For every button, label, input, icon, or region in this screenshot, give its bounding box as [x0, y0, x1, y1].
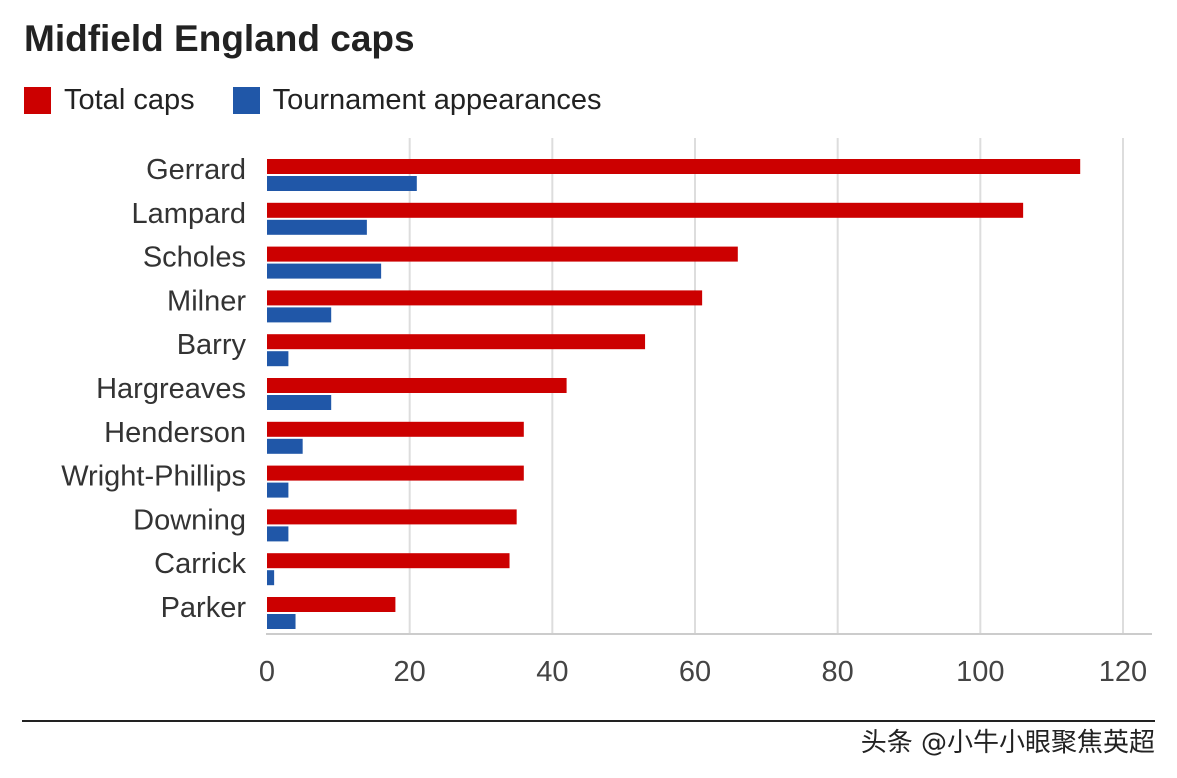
chart-title: Midfield England caps	[24, 18, 415, 59]
category-label-barry: Barry	[177, 329, 247, 361]
legend-label-tournament-appearances: Tournament appearances	[272, 83, 602, 116]
tick-label-20: 20	[394, 656, 426, 688]
legend-swatch-total-caps	[24, 86, 51, 114]
bar-hargreaves-tournament-appearances	[267, 395, 332, 410]
tick-label-40: 40	[536, 656, 568, 688]
category-label-wright-phillips: Wright-Phillips	[61, 461, 246, 493]
chart-tick-labels: 0 20 40 60 80 100 120	[259, 656, 1147, 688]
watermark-text: 头条 @小牛小眼聚焦英超	[860, 728, 1155, 758]
category-label-milner: Milner	[167, 285, 246, 317]
bar-barry-total-caps	[267, 334, 646, 350]
footer-divider	[22, 720, 1155, 722]
bar-milner-tournament-appearances	[267, 307, 332, 323]
category-label-lampard: Lampard	[132, 198, 246, 230]
bar-carrick-tournament-appearances	[267, 570, 275, 586]
bar-henderson-total-caps	[267, 421, 524, 437]
category-label-gerrard: Gerrard	[146, 154, 246, 186]
bar-downing-tournament-appearances	[267, 526, 289, 542]
tick-label-0: 0	[259, 656, 275, 688]
bar-scholes-total-caps	[267, 246, 738, 262]
category-label-henderson: Henderson	[104, 417, 246, 449]
bar-downing-total-caps	[267, 509, 517, 525]
bar-parker-total-caps	[267, 597, 396, 612]
category-label-scholes: Scholes	[143, 242, 246, 274]
bar-henderson-tournament-appearances	[267, 438, 303, 454]
bar-milner-total-caps	[267, 290, 703, 306]
legend-swatch-tournament-appearances	[232, 86, 260, 114]
legend-item-total-caps: Total caps	[24, 84, 195, 117]
bar-lampard-tournament-appearances	[267, 219, 367, 235]
tick-label-120: 120	[1099, 656, 1147, 688]
bar-wright-phillips-tournament-appearances	[267, 482, 289, 498]
category-label-carrick: Carrick	[154, 548, 246, 580]
tick-label-100: 100	[956, 656, 1004, 688]
legend-label-total-caps: Total caps	[64, 83, 195, 116]
chart-legend: Total caps Tournament appearances	[24, 82, 639, 118]
bar-wright-phillips-total-caps	[267, 465, 524, 481]
category-label-hargreaves: Hargreaves	[96, 373, 246, 405]
bar-parker-tournament-appearances	[267, 614, 296, 629]
tick-label-60: 60	[679, 656, 711, 688]
legend-item-tournament-appearances: Tournament appearances	[232, 83, 602, 117]
bar-lampard-total-caps	[267, 202, 1024, 218]
category-label-downing: Downing	[133, 504, 246, 536]
category-label-parker: Parker	[161, 592, 247, 624]
bar-gerrard-tournament-appearances	[267, 176, 417, 191]
tick-label-80: 80	[822, 656, 854, 688]
chart-bars	[267, 159, 1081, 629]
bar-gerrard-total-caps	[267, 159, 1081, 174]
chart-category-labels: Gerrard Lampard Scholes Milner Barry Hargreav…	[61, 154, 246, 624]
bar-chart: Gerrard Lampard Scholes Milner Barry Hargreav…	[61, 138, 1152, 688]
bar-scholes-tournament-appearances	[267, 263, 382, 279]
bar-carrick-total-caps	[267, 553, 510, 569]
bar-barry-tournament-appearances	[267, 351, 289, 367]
bar-hargreaves-total-caps	[267, 378, 567, 393]
